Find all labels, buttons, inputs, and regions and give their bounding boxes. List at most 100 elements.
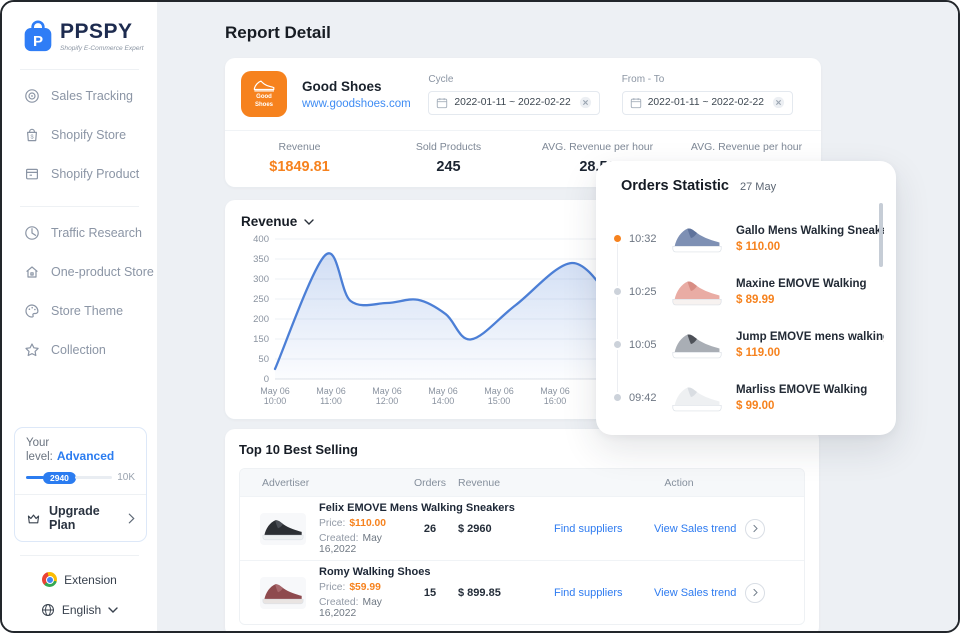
order-item[interactable]: 09:42 Marliss EMOVE Walking $ 99.00 [596,371,896,424]
sidebar-item-traffic-research[interactable]: Traffic Research [2,213,157,252]
home-icon [24,264,40,280]
timeline-dot [614,288,621,295]
target-icon [24,88,40,104]
order-time: 10:32 [629,232,657,245]
orders-statistic-panel: Orders Statistic 27 May 10:32 Gallo Mens… [596,161,896,435]
level-label: Your level: [26,436,53,463]
svg-text:400: 400 [253,234,269,245]
product-price-line: Price: $110.00 [319,518,386,529]
store-bag-icon: $ [24,127,40,143]
clear-icon[interactable] [579,96,592,109]
product-name: Maxine EMOVE Walking [736,277,867,290]
order-item[interactable]: 10:25 Maxine EMOVE Walking $ 89.99 [596,265,896,318]
find-suppliers-link[interactable]: Find suppliers [554,586,623,599]
sidebar-item-sales-tracking[interactable]: Sales Tracking [2,76,157,115]
product-image [669,273,725,311]
product-price: $ 119.00 [736,346,781,359]
product-created-line: Created: May 16,2022 [319,533,382,555]
revenue-value: $ 899.85 [458,586,501,599]
revenue-value: $ 2960 [458,522,492,535]
product-price-line: Price: $59.99 [319,582,381,593]
language-selector[interactable]: English [2,603,157,617]
view-sales-trend-link[interactable]: View Sales trend [654,586,737,599]
ppspy-bag-icon: P [22,20,54,56]
level-line: Your level: Advanced [26,437,135,463]
progress-fill [26,476,44,480]
extension-label: Extension [64,572,117,587]
calendar-icon [630,97,642,109]
row-expand-button[interactable] [745,582,766,603]
view-sales-trend-link[interactable]: View Sales trend [654,522,737,535]
revenue-metric-dropdown[interactable]: Revenue [241,214,351,229]
product-image [669,379,725,417]
top10-table: Advertiser Orders Revenue Action Felix E… [239,468,805,625]
top10-card: Top 10 Best Selling Advertiser Orders Re… [225,429,819,631]
pie-clock-icon [24,225,40,241]
table-body: Felix EMOVE Mens Walking Sneakers Price:… [240,496,804,624]
sidebar-item-shopify-product[interactable]: Shopify Product [2,154,157,193]
row-expand-button[interactable] [745,518,766,539]
col-action: Action [664,476,694,489]
sidebar-divider [20,69,139,70]
order-time: 09:42 [629,391,657,404]
extension-button[interactable]: Extension [2,572,157,587]
product-name: Jump EMOVE mens walking s... [736,330,884,343]
sidebar-divider [20,206,139,207]
col-orders: Orders [413,476,447,489]
svg-text:300: 300 [253,274,269,285]
crown-icon [26,511,41,526]
top10-title: Top 10 Best Selling [239,442,358,457]
cycle-date-range-input[interactable]: 2022-01-11 ~ 2022-02-22 [428,90,600,115]
cycle-label: Cycle [428,73,454,85]
progress-track [74,476,113,480]
sidebar-item-store-theme[interactable]: Store Theme [2,291,157,330]
page-title: Report Detail [225,23,331,42]
table-row: Romy Walking Shoes Price: $59.99 Created:… [240,560,804,624]
store-name: Good Shoes [302,78,382,94]
date-filters: Cycle 2022-01-11 ~ 2022-02-22 From - To … [428,74,805,115]
product-price: $ 99.00 [736,399,775,412]
chrome-icon [42,572,58,587]
svg-text:0: 0 [264,374,269,385]
stat-revenue: Revenue $1849.81 [269,141,330,175]
order-time: 10:05 [629,338,657,351]
order-item[interactable]: 10:05 Jump EMOVE mens walking s... $ 119… [596,318,896,371]
product-name: Gallo Mens Walking Sneakers... [736,224,884,237]
find-suppliers-link[interactable]: Find suppliers [554,522,623,535]
sidebar-item-shopify-store[interactable]: $ Shopify Store [2,115,157,154]
svg-text:50: 50 [258,354,269,365]
store-logo: Good Shoes [241,71,287,117]
upgrade-plan-label: Upgrade Plan [49,504,100,532]
globe-icon [41,603,55,617]
from-to-label: From - To [621,73,665,85]
order-item[interactable]: 10:32 Gallo Mens Walking Sneakers... $ 1… [596,212,896,265]
upgrade-plan-button[interactable]: Upgrade Plan [15,494,146,533]
product-price: $ 110.00 [736,240,781,253]
col-revenue: Revenue [458,476,501,489]
svg-text:$: $ [30,134,33,140]
sidebar-item-collection[interactable]: Collection [2,330,157,369]
product-box-icon [24,166,40,182]
product-image [669,326,725,364]
sidebar-bottom: Your level: Advanced 2940 10K Upgrade Pla… [2,426,157,617]
nav-primary: Sales Tracking $ Shopify Store Shopify P… [2,76,157,193]
timeline-dot [614,341,621,348]
orders-timeline: 10:32 Gallo Mens Walking Sneakers... $ 1… [596,206,896,424]
orders-statistic-title: Orders Statistic [621,178,729,194]
from-to-date-range-input[interactable]: 2022-01-11 ~ 2022-02-22 [621,90,793,115]
progress-max: 10K [117,472,135,484]
orders-count: 26 [423,522,437,535]
sidebar-item-one-product-store[interactable]: One-product Store [2,252,157,291]
level-value: Advanced [56,448,115,463]
chevron-down-icon [108,607,118,613]
orders-scrollbar[interactable] [879,203,883,267]
clear-icon[interactable] [772,96,785,109]
store-url-link[interactable]: www.goodshoes.com [302,97,411,110]
svg-text:350: 350 [253,254,269,265]
